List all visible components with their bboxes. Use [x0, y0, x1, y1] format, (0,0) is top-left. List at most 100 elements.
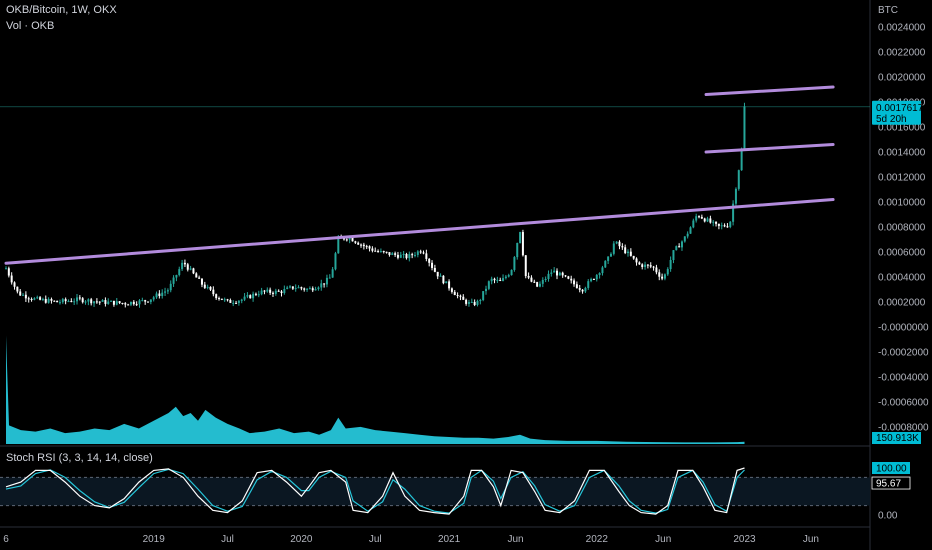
stoch-rsi-pane: [0, 467, 870, 515]
candle-body: [388, 252, 391, 255]
candle-body: [76, 297, 79, 302]
candle-body: [504, 276, 507, 279]
candle-body: [462, 296, 465, 300]
candle-body: [67, 301, 70, 303]
price-tick-label: 0.0024000: [878, 23, 926, 34]
candle-body: [411, 254, 414, 256]
candle-body: [698, 216, 701, 218]
candle-body: [200, 278, 203, 285]
candle-body: [558, 272, 561, 276]
candle-body: [198, 277, 201, 279]
candle-body: [220, 298, 223, 300]
candle-body: [365, 246, 368, 248]
time-tick-label: 2020: [290, 534, 313, 545]
candle-body: [323, 283, 326, 285]
trend-line: [704, 85, 835, 96]
candle-body: [445, 281, 448, 284]
candle-body: [575, 284, 578, 289]
candle-body: [479, 300, 482, 302]
candle-body: [538, 283, 541, 287]
candle-body: [73, 301, 76, 303]
candle-body: [672, 250, 675, 261]
candle-body: [496, 279, 499, 281]
candle-body: [107, 301, 110, 304]
candle-body: [644, 264, 647, 267]
candle-body: [592, 278, 595, 280]
candle-body: [646, 264, 649, 266]
volume-area: [6, 335, 745, 444]
candle-body: [104, 300, 107, 304]
price-tick-label: 0.0014000: [878, 148, 926, 159]
candle-body: [675, 246, 678, 251]
candle-body: [666, 269, 669, 275]
candle-body: [516, 242, 519, 258]
time-tick-label: 2021: [438, 534, 461, 545]
candle-body: [149, 299, 152, 302]
candle-body: [311, 288, 314, 291]
stoch-k-value: 100.00: [876, 464, 907, 475]
bar-countdown: 5d 20h: [876, 114, 907, 125]
candle-body: [254, 293, 257, 295]
candle-body: [115, 301, 118, 305]
time-tick-label: 2022: [586, 534, 609, 545]
candle-body: [175, 274, 178, 278]
candle-body: [118, 301, 121, 304]
candle-body: [249, 295, 252, 299]
candle-body: [95, 301, 98, 303]
trend-line: [4, 198, 835, 265]
rsi-tick-label: 0.00: [878, 511, 898, 522]
candle-body: [428, 258, 431, 263]
candle-body: [416, 251, 419, 255]
candle-body: [127, 304, 130, 306]
candle-body: [147, 301, 150, 303]
candle-body: [263, 290, 266, 292]
candle-body: [186, 264, 189, 270]
candle-body: [271, 292, 274, 294]
stoch-d-value: 95.67: [876, 479, 901, 490]
stoch-k-line: [5, 467, 745, 515]
candle-body: [433, 267, 436, 272]
candle-body: [737, 170, 740, 189]
candle-body: [595, 275, 598, 280]
candle-body: [609, 253, 612, 257]
candle-body: [689, 227, 692, 234]
candle-body: [700, 216, 703, 219]
candle-body: [351, 237, 354, 242]
candle-body: [328, 277, 331, 279]
candle-body: [507, 275, 510, 277]
candle-body: [218, 298, 221, 300]
candle-body: [553, 270, 556, 273]
candle-body: [354, 241, 357, 243]
candle-body: [678, 246, 681, 248]
price-tick-label: -0.0000000: [878, 323, 929, 334]
time-tick-label: Jun: [507, 534, 523, 545]
time-tick-label: Jun: [803, 534, 819, 545]
candle-body: [695, 216, 698, 221]
candle-body: [10, 275, 13, 283]
candle-body: [655, 267, 658, 273]
price-tick-label: -0.0006000: [878, 398, 929, 409]
last-price-tag: [872, 100, 921, 125]
time-tick-label: 6: [3, 534, 9, 545]
candle-body: [303, 288, 306, 290]
candle-body: [379, 251, 382, 253]
candle-body: [138, 300, 141, 305]
candle-body: [337, 237, 340, 254]
candle-body: [223, 299, 226, 301]
candle-body: [33, 298, 36, 300]
time-tick-label: 2023: [733, 534, 756, 545]
candle-body: [348, 237, 351, 240]
candle-body: [431, 262, 434, 268]
candle-body: [715, 221, 718, 224]
candle-body: [294, 288, 297, 290]
candle-body: [692, 220, 695, 228]
candle-body: [58, 302, 61, 304]
candle-body: [87, 299, 90, 302]
candle-body: [680, 241, 683, 248]
candle-body: [161, 292, 164, 297]
candle-body: [243, 296, 246, 300]
symbol-title: OKB/Bitcoin, 1W, OKX: [6, 4, 117, 16]
candle-body: [422, 252, 425, 254]
candle-body: [203, 284, 206, 288]
